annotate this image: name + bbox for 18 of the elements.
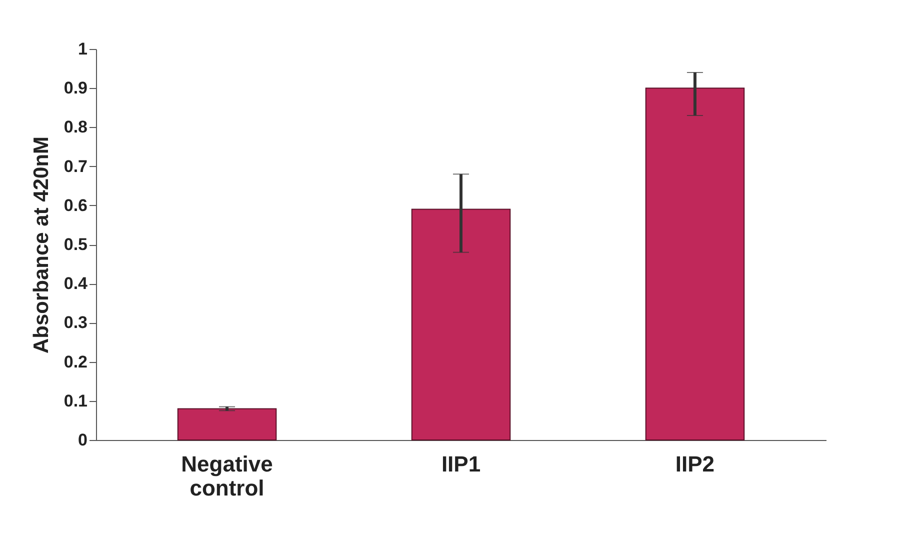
y-tick-label: 0 (78, 430, 88, 450)
x-tick-label: IIP2 (675, 452, 715, 476)
y-tick-label: 0.6 (64, 196, 88, 215)
bar (645, 88, 745, 440)
y-tick-label: 0.8 (64, 118, 88, 137)
bar (411, 208, 511, 440)
x-tick-label: IIP1 (441, 452, 481, 476)
y-tick-label: 0.9 (64, 78, 88, 98)
y-tick-label: 1 (78, 40, 88, 58)
y-axis-title: Absorbance at 420nM (30, 136, 53, 354)
y-tick-label: 0.4 (64, 274, 88, 294)
x-tick-label: Negative control (181, 452, 273, 500)
y-tick-label: 0.2 (64, 352, 88, 372)
y-tick-label: 0.1 (64, 391, 88, 410)
bar (177, 408, 277, 440)
y-tick-label: 0.3 (64, 313, 88, 332)
y-tick-label: 0.5 (64, 235, 88, 254)
y-tick-label: 0.7 (64, 156, 88, 176)
